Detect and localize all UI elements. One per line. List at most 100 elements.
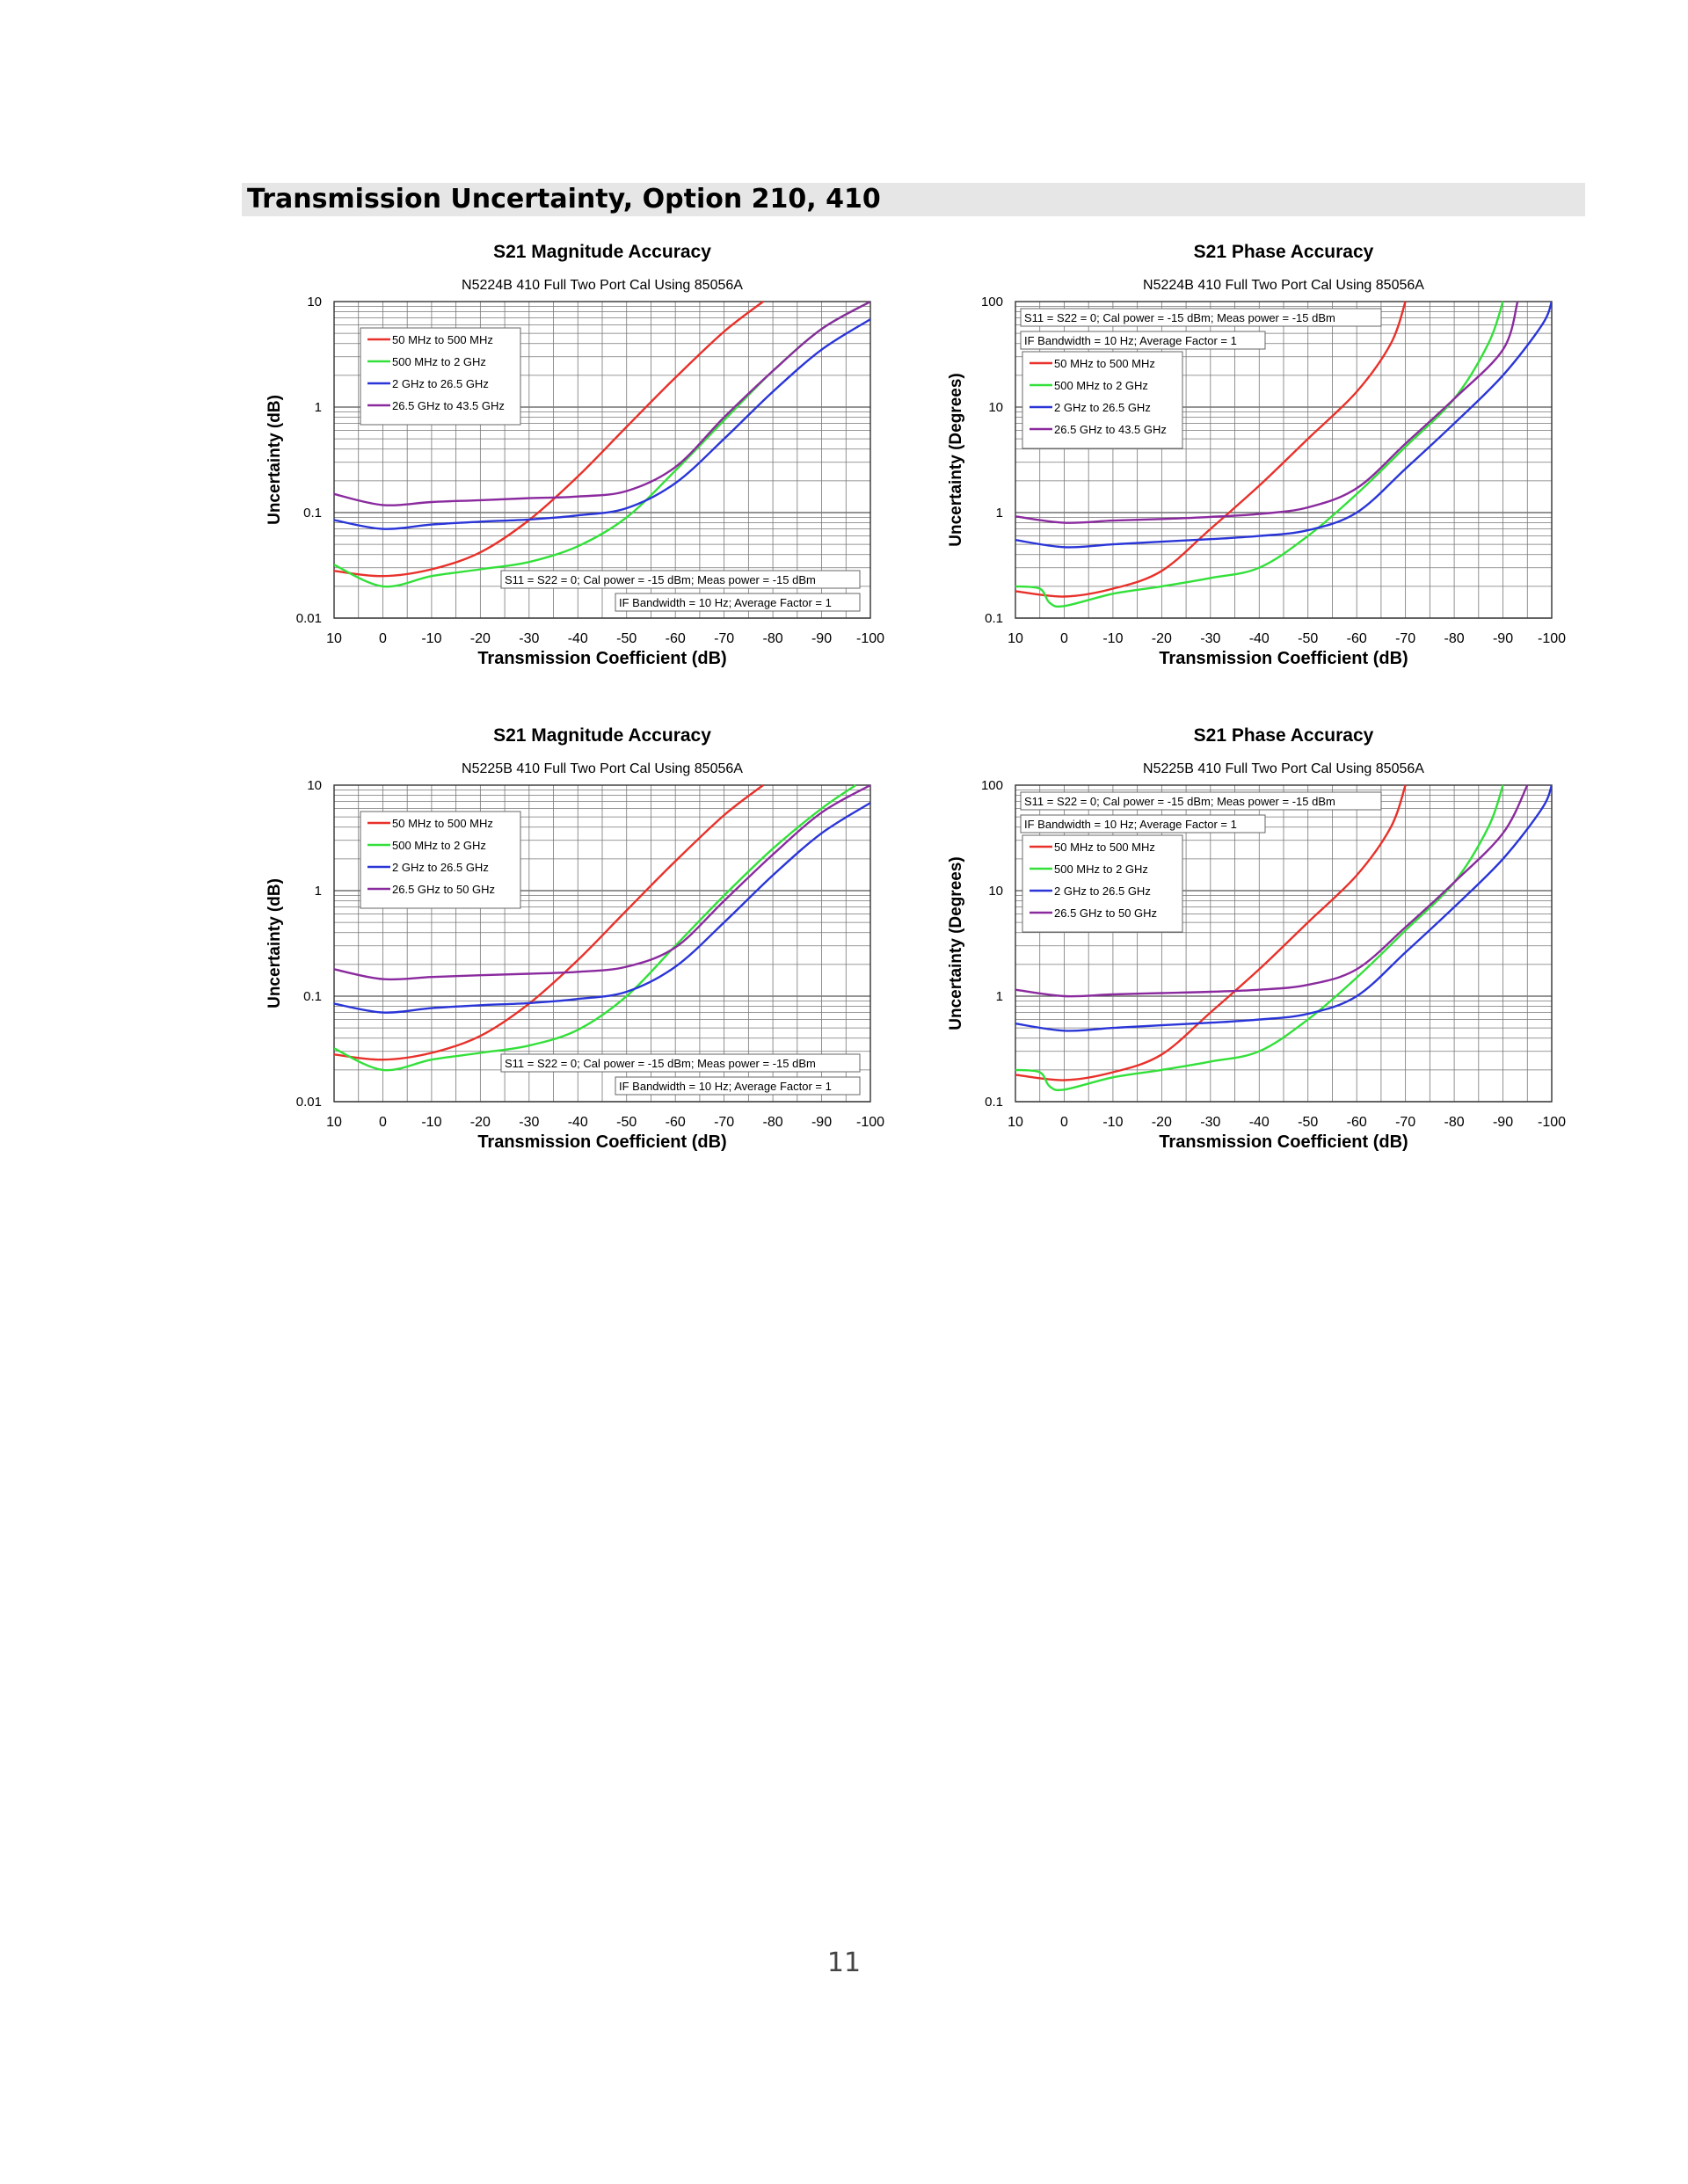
x-tick-label: -80 bbox=[763, 1115, 783, 1130]
y-tick-label: 100 bbox=[981, 295, 1003, 309]
x-tick-label: -30 bbox=[1200, 1115, 1220, 1130]
legend-entry: 26.5 GHz to 50 GHz bbox=[392, 883, 495, 896]
y-tick-label: 10 bbox=[988, 884, 1003, 899]
note-text: IF Bandwidth = 10 Hz; Average Factor = 1 bbox=[619, 596, 832, 609]
chart-magnitude-n5225b: S21 Magnitude Accuracy N5225B 410 Full Tw… bbox=[266, 725, 884, 1152]
x-tick-label: -20 bbox=[1152, 631, 1172, 646]
y-axis-label: Uncertainty (dB) bbox=[266, 395, 284, 525]
legend-entry: 26.5 GHz to 50 GHz bbox=[1054, 906, 1157, 920]
y-axis-label: Uncertainty (dB) bbox=[266, 878, 284, 1008]
legend-entry: 50 MHz to 500 MHz bbox=[392, 817, 493, 830]
x-tick-label: -60 bbox=[1347, 1115, 1367, 1130]
x-tick-label: -80 bbox=[1444, 631, 1465, 646]
note-text: IF Bandwidth = 10 Hz; Average Factor = 1 bbox=[619, 1080, 832, 1093]
section-header: Transmission Uncertainty, Option 210, 41… bbox=[242, 183, 1585, 216]
note-text: IF Bandwidth = 10 Hz; Average Factor = 1 bbox=[1024, 334, 1237, 347]
chart-magnitude-n5224b: S21 Magnitude Accuracy N5224B 410 Full Tw… bbox=[266, 242, 884, 668]
note-text: S11 = S22 = 0; Cal power = -15 dBm; Meas… bbox=[505, 573, 816, 586]
y-tick-label: 1 bbox=[996, 506, 1003, 521]
legend-entry: 2 GHz to 26.5 GHz bbox=[392, 377, 489, 390]
chart-title: S21 Magnitude Accuracy bbox=[493, 725, 711, 746]
x-tick-label: -70 bbox=[714, 1115, 734, 1130]
y-tick-label: 1 bbox=[315, 400, 322, 415]
x-tick-label: -70 bbox=[1395, 631, 1415, 646]
x-tick-label: -10 bbox=[421, 1115, 441, 1130]
x-tick-label: -50 bbox=[616, 631, 637, 646]
legend-entry: 2 GHz to 26.5 GHz bbox=[1054, 401, 1151, 414]
note-box bbox=[615, 1076, 861, 1096]
legend-entry: 500 MHz to 2 GHz bbox=[392, 839, 486, 852]
y-tick-label: 10 bbox=[988, 400, 1003, 415]
legend: 50 MHz to 500 MHz 500 MHz to 2 GHz 2 GHz t… bbox=[1022, 351, 1183, 449]
x-axis-label: Transmission Coefficient (dB) bbox=[477, 1132, 726, 1152]
y-tick-label: 0.01 bbox=[296, 611, 322, 626]
legend-entry: 50 MHz to 500 MHz bbox=[1054, 357, 1155, 370]
chart-subtitle: N5225B 410 Full Two Port Cal Using 85056… bbox=[1143, 761, 1424, 776]
series-line-3 bbox=[334, 300, 870, 506]
x-tick-label: -80 bbox=[1444, 1115, 1465, 1130]
note-box bbox=[1020, 791, 1382, 811]
y-tick-label: 0.1 bbox=[303, 506, 322, 521]
note-box bbox=[1020, 308, 1382, 327]
note-text: S11 = S22 = 0; Cal power = -15 dBm; Meas… bbox=[1024, 795, 1335, 808]
plot-frame bbox=[333, 784, 871, 1103]
note-box bbox=[500, 570, 861, 589]
series-line-1 bbox=[334, 784, 857, 1072]
x-tick-label: -80 bbox=[763, 631, 783, 646]
x-tick-label: -10 bbox=[1102, 1115, 1123, 1130]
legend-box bbox=[1022, 834, 1183, 933]
series-line-3 bbox=[1015, 301, 1519, 524]
x-tick-label: -20 bbox=[1152, 1115, 1172, 1130]
series-line-3 bbox=[1015, 784, 1529, 998]
legend-box bbox=[1022, 351, 1183, 449]
section-title: Transmission Uncertainty, Option 210, 41… bbox=[247, 184, 881, 215]
series-line-0 bbox=[334, 784, 764, 1061]
x-tick-label: -70 bbox=[714, 631, 734, 646]
x-tick-label: -40 bbox=[568, 631, 588, 646]
x-tick-label: 10 bbox=[1008, 1115, 1023, 1130]
series-line-0 bbox=[1015, 784, 1407, 1081]
x-tick-label: 10 bbox=[1008, 631, 1023, 646]
note-box bbox=[1020, 814, 1266, 834]
x-tick-label: -50 bbox=[616, 1115, 637, 1130]
y-tick-label: 0.1 bbox=[985, 1095, 1003, 1110]
chart-subtitle: N5225B 410 Full Two Port Cal Using 85056… bbox=[462, 761, 743, 776]
x-tick-label: -60 bbox=[666, 631, 686, 646]
legend-entry: 50 MHz to 500 MHz bbox=[1054, 841, 1155, 854]
y-tick-label: 1 bbox=[315, 884, 322, 899]
x-tick-label: -40 bbox=[1249, 1115, 1270, 1130]
plot-frame bbox=[1015, 301, 1553, 619]
y-tick-label: 100 bbox=[981, 778, 1003, 793]
note-text: S11 = S22 = 0; Cal power = -15 dBm; Meas… bbox=[1024, 311, 1335, 324]
x-tick-label: -20 bbox=[470, 631, 491, 646]
x-tick-label: 0 bbox=[1060, 1115, 1068, 1130]
note-box bbox=[615, 593, 861, 612]
y-axis-label: Uncertainty (Degrees) bbox=[947, 373, 965, 546]
notes: S11 = S22 = 0; Cal power = -15 dBm; Meas… bbox=[500, 570, 861, 612]
note-text: IF Bandwidth = 10 Hz; Average Factor = 1 bbox=[1024, 818, 1237, 831]
x-tick-label: -50 bbox=[1298, 1115, 1318, 1130]
chart-title: S21 Phase Accuracy bbox=[1194, 725, 1374, 746]
notes: S11 = S22 = 0; Cal power = -15 dBm; Meas… bbox=[500, 1053, 861, 1096]
note-box bbox=[500, 1053, 861, 1073]
series-line-2 bbox=[1015, 784, 1552, 1032]
plot-frame bbox=[1015, 784, 1553, 1103]
series-line-2 bbox=[1015, 301, 1552, 549]
y-tick-label: 10 bbox=[307, 295, 322, 309]
chart-phase-n5224b: S21 Phase Accuracy N5224B 410 Full Two Po… bbox=[947, 242, 1566, 668]
x-tick-label: -90 bbox=[811, 1115, 832, 1130]
series-line-0 bbox=[1015, 301, 1407, 598]
x-tick-label: -30 bbox=[519, 631, 539, 646]
x-axis-label: Transmission Coefficient (dB) bbox=[1159, 1132, 1408, 1152]
legend-box bbox=[360, 811, 521, 909]
series-line-2 bbox=[334, 318, 870, 530]
chart-phase-n5225b: S21 Phase Accuracy N5225B 410 Full Two Po… bbox=[947, 725, 1566, 1152]
note-box bbox=[1020, 331, 1266, 350]
x-tick-label: -60 bbox=[666, 1115, 686, 1130]
x-tick-label: -100 bbox=[856, 631, 884, 646]
chart-subtitle: N5224B 410 Full Two Port Cal Using 85056… bbox=[462, 278, 743, 293]
notes: S11 = S22 = 0; Cal power = -15 dBm; Meas… bbox=[1020, 308, 1382, 350]
legend-entry: 26.5 GHz to 43.5 GHz bbox=[1054, 423, 1167, 436]
legend-entry: 500 MHz to 2 GHz bbox=[1054, 863, 1148, 876]
series-line-2 bbox=[334, 802, 870, 1014]
